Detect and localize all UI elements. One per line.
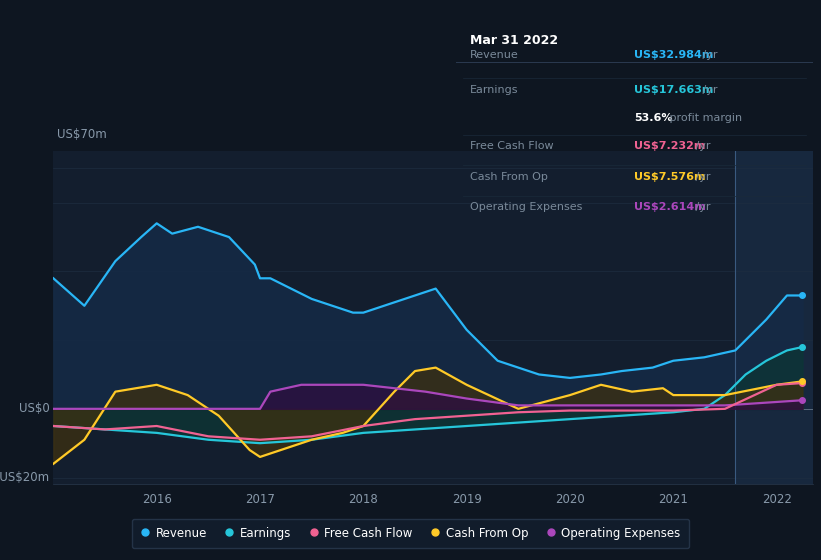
Text: US$7.232m: US$7.232m xyxy=(635,141,705,151)
Text: US$7.576m: US$7.576m xyxy=(635,172,706,182)
Text: Operating Expenses: Operating Expenses xyxy=(470,203,582,212)
Text: US$0: US$0 xyxy=(19,402,49,416)
Text: Free Cash Flow: Free Cash Flow xyxy=(470,141,553,151)
Text: /yr: /yr xyxy=(699,85,717,95)
Text: /yr: /yr xyxy=(699,50,717,59)
Text: US$2.614m: US$2.614m xyxy=(635,203,706,212)
Text: /yr: /yr xyxy=(692,141,711,151)
Text: /yr: /yr xyxy=(692,172,711,182)
Text: profit margin: profit margin xyxy=(667,113,742,123)
Text: US$70m: US$70m xyxy=(57,128,107,141)
Text: -US$20m: -US$20m xyxy=(0,471,49,484)
Text: 53.6%: 53.6% xyxy=(635,113,672,123)
Text: /yr: /yr xyxy=(692,203,711,212)
Text: Earnings: Earnings xyxy=(470,85,518,95)
Text: Mar 31 2022: Mar 31 2022 xyxy=(470,34,558,46)
Bar xyxy=(736,151,813,484)
Text: US$32.984m: US$32.984m xyxy=(635,50,713,59)
Text: US$17.663m: US$17.663m xyxy=(635,85,713,95)
Text: Revenue: Revenue xyxy=(470,50,519,59)
Text: Cash From Op: Cash From Op xyxy=(470,172,548,182)
Legend: Revenue, Earnings, Free Cash Flow, Cash From Op, Operating Expenses: Revenue, Earnings, Free Cash Flow, Cash … xyxy=(132,519,689,548)
